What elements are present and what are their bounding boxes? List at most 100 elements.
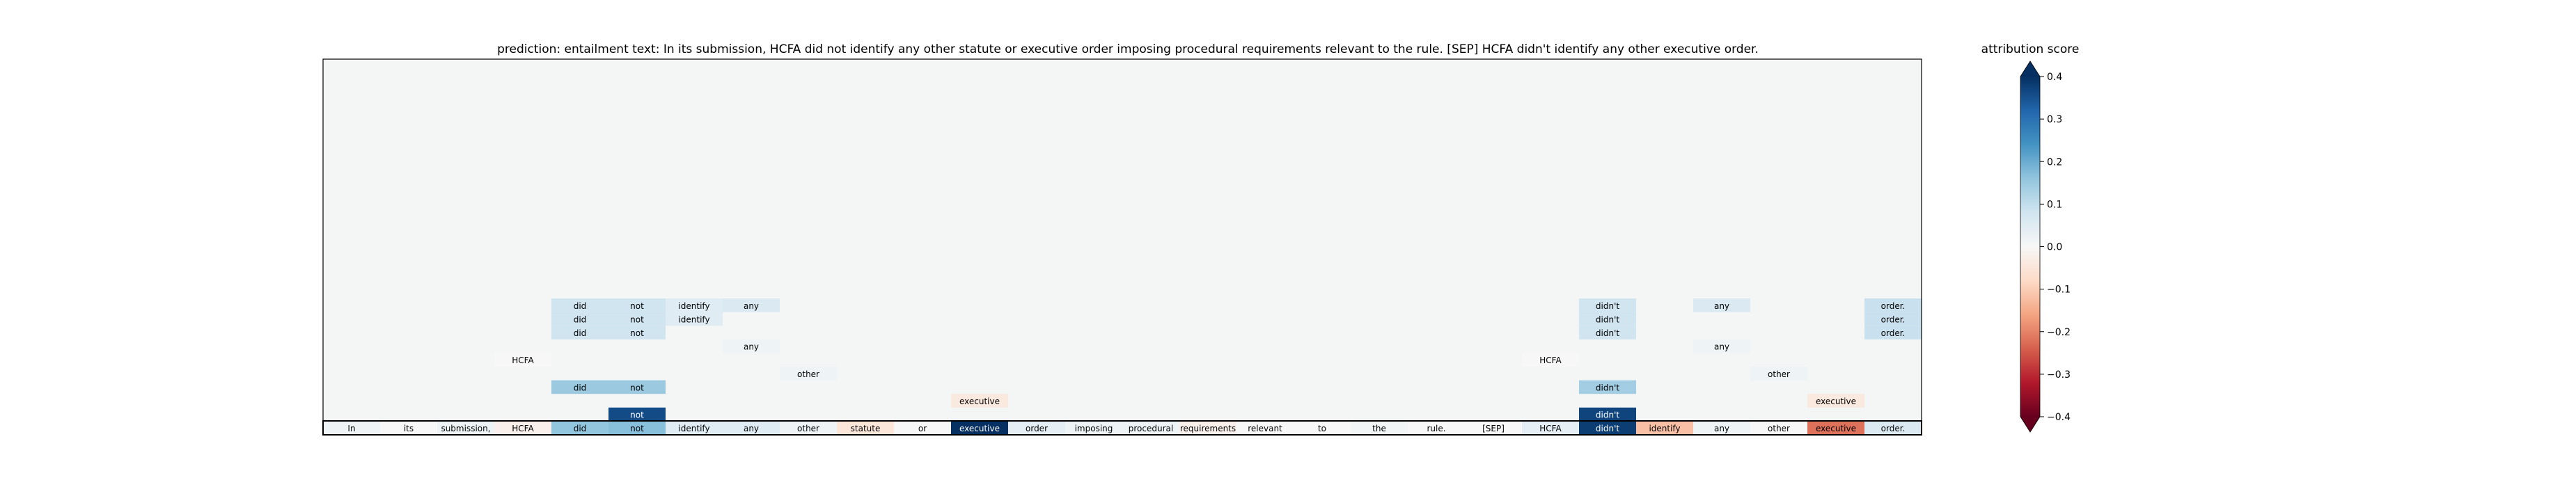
colorbar-body: [2020, 77, 2040, 417]
attention-cell: [494, 353, 551, 367]
base-cell: [1351, 421, 1408, 435]
base-token-label: other: [797, 424, 819, 433]
base-token-label: identify: [678, 424, 709, 433]
attention-cell: [1522, 353, 1579, 367]
attention-cell: [723, 298, 780, 312]
colorbar-tick-label: −0.4: [2047, 412, 2071, 423]
base-cell: [837, 421, 894, 435]
attention-cell: [1864, 298, 1922, 312]
base-token-label: not: [630, 424, 644, 433]
base-token-label: any: [1714, 424, 1729, 433]
colorbar-top-extend: [2020, 61, 2040, 77]
attention-cell: [951, 394, 1008, 408]
attention-token-label: did: [574, 328, 587, 338]
colorbar-tick-label: −0.2: [2047, 327, 2071, 338]
attention-cell: [1579, 407, 1636, 422]
attention-token-label: not: [630, 410, 644, 420]
attention-token-label: executive: [1816, 397, 1856, 406]
base-cell: [1465, 421, 1522, 435]
attention-cell: [1864, 312, 1922, 326]
colorbar: [2020, 61, 2041, 433]
attention-token-label: any: [744, 301, 759, 311]
plot-frame: [322, 58, 1922, 436]
base-cell: [894, 421, 951, 435]
base-token-label: any: [744, 424, 759, 433]
base-token-label: didn't: [1596, 424, 1619, 433]
base-token-label: relevant: [1248, 424, 1282, 433]
attention-token-label: didn't: [1596, 328, 1619, 338]
base-token-label: HCFA: [1539, 424, 1562, 433]
base-token-label: HCFA: [512, 424, 534, 433]
colorbar-tick-label: −0.3: [2047, 369, 2071, 381]
base-token-label: to: [1318, 424, 1326, 433]
base-token-label: executive: [959, 424, 1000, 433]
attention-cell: [551, 326, 608, 340]
attention-token-label: did: [574, 301, 587, 311]
plot-area: [323, 59, 1922, 435]
base-token-label: requirements: [1180, 424, 1236, 433]
base-cell: [1008, 421, 1065, 435]
base-token-label: did: [574, 424, 587, 433]
attention-cell: [608, 407, 666, 422]
base-cell: [723, 421, 780, 435]
base-cell: [608, 421, 666, 435]
attention-token-label: not: [630, 314, 644, 324]
base-token-label: order: [1026, 424, 1048, 433]
base-cell: [1236, 421, 1294, 435]
base-token-label: other: [1768, 424, 1790, 433]
attention-token-label: HCFA: [1539, 356, 1562, 365]
base-token-label: [SEP]: [1482, 424, 1505, 433]
attention-token-label: any: [1714, 342, 1729, 352]
attention-token-label: not: [630, 328, 644, 338]
base-token-label: rule.: [1427, 424, 1445, 433]
base-token-label: imposing: [1075, 424, 1113, 433]
base-cell: [551, 421, 608, 435]
attention-cell: [1693, 298, 1750, 312]
heatmap-cells: [323, 298, 1922, 435]
base-cell: [1807, 421, 1864, 435]
chart-title: prediction: entailment text: In its subm…: [497, 42, 1759, 56]
colorbar-tick-label: 0.0: [2047, 242, 2062, 253]
colorbar-tick-label: 0.2: [2047, 157, 2062, 168]
attention-token-label: other: [797, 369, 819, 379]
colorbar-tick-label: −0.1: [2047, 285, 2071, 296]
attention-cell: [608, 326, 666, 340]
attention-cell: [551, 312, 608, 326]
colorbar-tick-label: 0.3: [2047, 114, 2062, 125]
attention-cell: [551, 380, 608, 394]
attention-token-label: HCFA: [512, 356, 534, 365]
attention-token-label: any: [744, 342, 759, 352]
attention-cell: [1579, 298, 1636, 312]
base-cell: [494, 421, 551, 435]
base-cell: [666, 421, 723, 435]
base-token-label: submission,: [441, 424, 490, 433]
attention-cell: [1579, 326, 1636, 340]
colorbar-bottom-extend: [2020, 417, 2040, 432]
attention-token-label: did: [574, 383, 587, 392]
colorbar-label: attribution score: [1981, 42, 2080, 56]
base-cell: [1636, 421, 1693, 435]
base-cell: [1122, 421, 1179, 435]
base-cell: [1179, 421, 1236, 435]
attention-cell: [1864, 326, 1922, 340]
attention-cell: [780, 367, 837, 381]
attention-cell: [666, 312, 723, 326]
base-token-label: executive: [1816, 424, 1856, 433]
base-cell: [1522, 421, 1579, 435]
attention-cell: [608, 380, 666, 394]
attention-token-label: didn't: [1596, 383, 1619, 392]
attention-cell: [1750, 367, 1807, 381]
base-token-label: its: [404, 424, 414, 433]
base-cell: [1579, 421, 1636, 435]
base-token-label: In: [347, 424, 355, 433]
base-cell: [951, 421, 1008, 435]
attention-cell: [1579, 312, 1636, 326]
base-token-label: order.: [1881, 424, 1906, 433]
base-cell: [1750, 421, 1807, 435]
base-cell: [1693, 421, 1750, 435]
base-token-label: identify: [1649, 424, 1680, 433]
colorbar-tick-label: 0.4: [2047, 72, 2062, 83]
attention-token-label: order.: [1881, 328, 1906, 338]
attention-token-label: didn't: [1596, 301, 1619, 311]
